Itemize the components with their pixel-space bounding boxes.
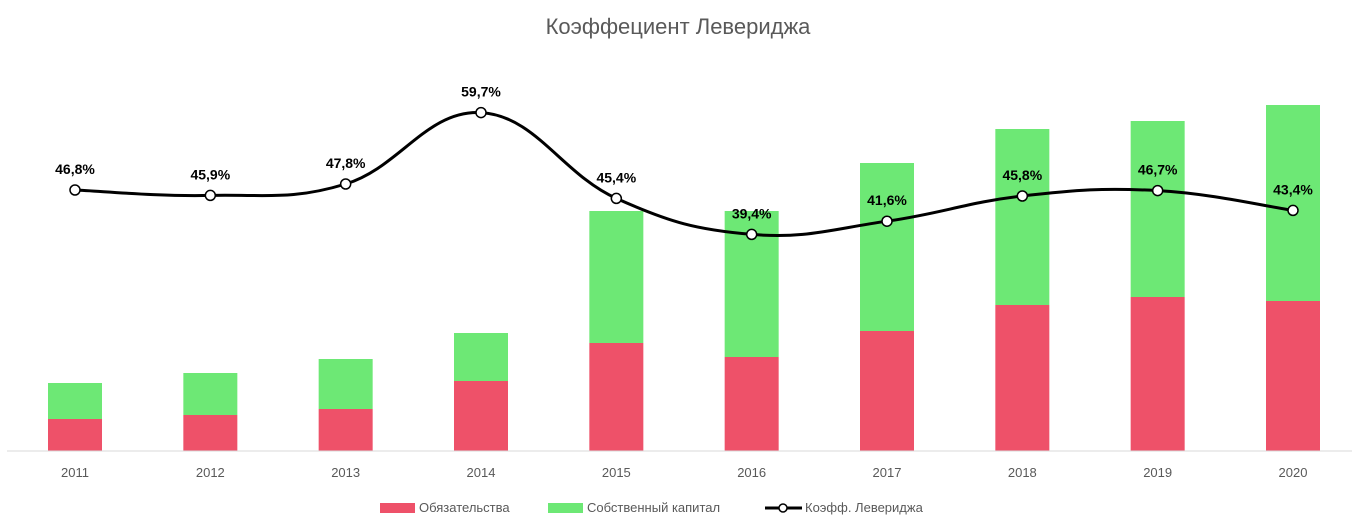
bar-liabilities-2019 bbox=[1130, 297, 1185, 451]
line-layer bbox=[69, 106, 1299, 241]
leverage-point-2020 bbox=[1287, 204, 1299, 217]
x-tick-2019: 2019 bbox=[1143, 465, 1172, 480]
bar-liabilities-2018 bbox=[995, 305, 1050, 451]
leverage-label-2011: 46,8% bbox=[55, 161, 95, 177]
bar-liabilities-2012 bbox=[183, 415, 238, 451]
x-tick-2011: 2011 bbox=[61, 465, 89, 480]
bar-equity-2020 bbox=[1266, 105, 1320, 301]
bar-equity-2019 bbox=[1130, 121, 1185, 297]
leverage-point-2017 bbox=[881, 215, 893, 227]
leverage-label-2015: 45,4% bbox=[596, 169, 636, 185]
x-tick-labels: 2011 2012 2013 2014 2015 2016 2017 2018 2019 2020 bbox=[61, 465, 1307, 480]
x-tick-2013: 2013 bbox=[331, 465, 360, 480]
bars-layer bbox=[48, 105, 1320, 451]
legend-label-liabilities: Обязательства bbox=[419, 500, 510, 515]
data-labels-layer: 46,8% 45,9% 47,8% 59,7% 45,4% 39,4% 41,6% 45,8%… bbox=[55, 84, 1313, 222]
bar-liabilities-2013 bbox=[318, 409, 373, 451]
legend-label-equity: Собственный капитал bbox=[587, 500, 720, 515]
leverage-point-2013 bbox=[339, 178, 352, 190]
leverage-point-2018 bbox=[1016, 190, 1029, 202]
leverage-point-2016 bbox=[745, 228, 758, 241]
legend-swatch-liabilities bbox=[380, 503, 415, 513]
bar-equity-2014 bbox=[454, 333, 508, 381]
bar-liabilities-2014 bbox=[454, 381, 508, 451]
leverage-label-2019: 46,7% bbox=[1138, 162, 1178, 178]
leverage-point-2011 bbox=[69, 184, 81, 196]
leverage-point-2015 bbox=[610, 192, 623, 205]
leverage-label-2013: 47,8% bbox=[326, 155, 366, 171]
bar-equity-2012 bbox=[183, 373, 238, 415]
x-tick-2016: 2016 bbox=[737, 465, 766, 480]
bar-equity-2018 bbox=[995, 129, 1050, 305]
leverage-line bbox=[74, 111, 1294, 238]
bar-equity-2015 bbox=[589, 211, 644, 343]
bar-equity-2017 bbox=[860, 163, 914, 331]
bar-equity-2013 bbox=[318, 359, 373, 409]
leverage-label-2012: 45,9% bbox=[190, 166, 230, 182]
bar-liabilities-2015 bbox=[589, 343, 644, 451]
chart-title: Коэффециент Левериджа bbox=[545, 14, 811, 39]
leverage-label-2017: 41,6% bbox=[867, 192, 907, 208]
legend-label-leverage: Коэфф. Левериджа bbox=[805, 500, 924, 515]
legend-swatch-equity bbox=[548, 503, 583, 513]
bar-equity-2011 bbox=[48, 383, 102, 419]
leverage-label-2014: 59,7% bbox=[461, 84, 501, 100]
x-tick-2017: 2017 bbox=[873, 465, 902, 480]
legend: Обязательства Собственный капитал Коэфф. Л… bbox=[380, 500, 924, 515]
leverage-label-2020: 43,4% bbox=[1273, 181, 1313, 197]
bar-liabilities-2020 bbox=[1266, 301, 1320, 451]
x-tick-2018: 2018 bbox=[1008, 465, 1037, 480]
bar-liabilities-2011 bbox=[48, 419, 102, 451]
leverage-point-2012 bbox=[204, 189, 217, 202]
leverage-label-2016: 39,4% bbox=[732, 205, 772, 221]
bar-liabilities-2016 bbox=[724, 357, 779, 451]
x-tick-2020: 2020 bbox=[1279, 465, 1308, 480]
x-tick-2015: 2015 bbox=[602, 465, 631, 480]
legend-swatch-leverage-marker bbox=[778, 503, 788, 513]
leverage-label-2018: 45,8% bbox=[1002, 167, 1042, 183]
bar-liabilities-2017 bbox=[860, 331, 914, 451]
leverage-point-2014 bbox=[475, 106, 487, 119]
x-tick-2012: 2012 bbox=[196, 465, 225, 480]
x-tick-2014: 2014 bbox=[467, 465, 496, 480]
leverage-point-2019 bbox=[1151, 184, 1164, 197]
